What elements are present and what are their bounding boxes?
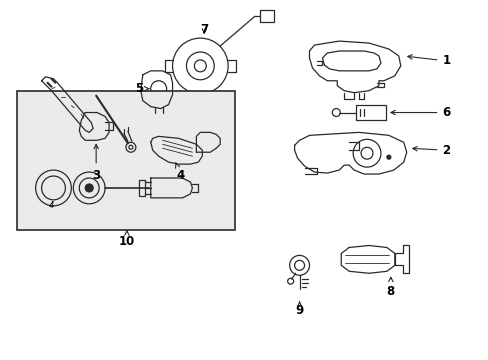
Text: 4: 4 (175, 163, 184, 181)
Text: 5: 5 (134, 82, 149, 95)
Circle shape (85, 184, 93, 192)
Text: 9: 9 (295, 302, 303, 318)
Text: 8: 8 (386, 277, 394, 298)
Text: 6: 6 (390, 106, 449, 119)
Text: 1: 1 (407, 54, 449, 67)
Text: 4: 4 (48, 201, 54, 210)
Text: 10: 10 (119, 231, 135, 248)
Text: 2: 2 (412, 144, 449, 157)
Text: 7: 7 (200, 23, 208, 36)
Bar (17, 91, 235, 230)
Circle shape (386, 155, 390, 159)
Text: 3: 3 (92, 144, 100, 181)
